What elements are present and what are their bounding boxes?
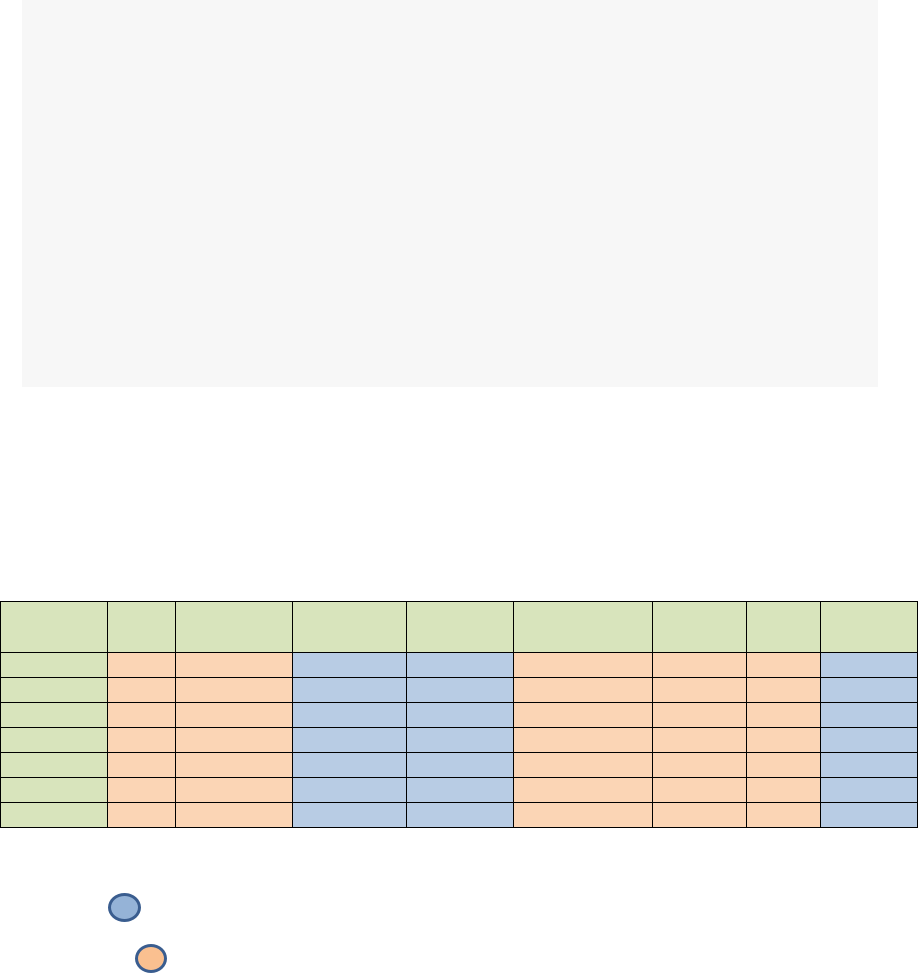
orange-cell: [107, 702, 176, 728]
header-cell: [107, 601, 176, 653]
orange-cell: [746, 802, 821, 828]
orange-cell: [107, 752, 176, 778]
orange-cell: [746, 652, 821, 678]
table-row: [0, 752, 918, 778]
orange-circle-icon: [135, 944, 167, 973]
orange-cell: [652, 727, 747, 753]
table-row: [0, 727, 918, 753]
blue-cell: [406, 752, 514, 778]
blue-cell: [292, 652, 407, 678]
blue-cell: [820, 802, 918, 828]
blue-cell: [406, 777, 514, 803]
orange-cell: [175, 677, 293, 703]
orange-cell: [746, 702, 821, 728]
header-cell: [0, 601, 108, 653]
orange-cell: [652, 752, 747, 778]
orange-cell: [652, 802, 747, 828]
orange-cell: [513, 752, 653, 778]
blue-cell: [292, 777, 407, 803]
orange-cell: [746, 677, 821, 703]
blue-cell: [820, 777, 918, 803]
header-row: [0, 601, 918, 653]
orange-cell: [652, 677, 747, 703]
table-row: [0, 702, 918, 728]
green-cell: [0, 802, 108, 828]
orange-cell: [175, 752, 293, 778]
blue-cell: [292, 702, 407, 728]
orange-cell: [107, 802, 176, 828]
header-cell: [746, 601, 821, 653]
orange-cell: [513, 802, 653, 828]
green-cell: [0, 652, 108, 678]
green-cell: [0, 702, 108, 728]
blue-cell: [292, 752, 407, 778]
blue-cell: [820, 727, 918, 753]
green-cell: [0, 777, 108, 803]
blue-cell: [292, 727, 407, 753]
orange-cell: [175, 802, 293, 828]
orange-cell: [652, 702, 747, 728]
orange-cell: [175, 652, 293, 678]
blue-cell: [406, 702, 514, 728]
orange-cell: [652, 777, 747, 803]
header-cell: [652, 601, 747, 653]
orange-cell: [746, 727, 821, 753]
orange-cell: [513, 777, 653, 803]
orange-cell: [746, 777, 821, 803]
orange-cell: [175, 777, 293, 803]
orange-cell: [513, 702, 653, 728]
table-row: [0, 802, 918, 828]
orange-cell: [107, 777, 176, 803]
orange-cell: [175, 702, 293, 728]
orange-cell: [513, 727, 653, 753]
orange-cell: [746, 752, 821, 778]
orange-cell: [652, 652, 747, 678]
blue-cell: [406, 652, 514, 678]
gray-content-box: [22, 0, 878, 387]
header-cell: [513, 601, 653, 653]
orange-cell: [513, 652, 653, 678]
color-coded-table: [0, 601, 918, 828]
blue-cell: [406, 802, 514, 828]
blue-cell: [406, 677, 514, 703]
blue-cell: [820, 702, 918, 728]
table-row: [0, 652, 918, 678]
blue-cell: [820, 677, 918, 703]
green-cell: [0, 752, 108, 778]
orange-cell: [175, 727, 293, 753]
blue-cell: [292, 677, 407, 703]
green-cell: [0, 677, 108, 703]
header-cell: [292, 601, 407, 653]
blue-cell: [292, 802, 407, 828]
orange-cell: [107, 652, 176, 678]
header-cell: [820, 601, 918, 653]
blue-cell: [820, 752, 918, 778]
blue-cell: [820, 652, 918, 678]
green-cell: [0, 727, 108, 753]
orange-cell: [107, 727, 176, 753]
table-row: [0, 777, 918, 803]
orange-cell: [107, 677, 176, 703]
orange-cell: [513, 677, 653, 703]
header-cell: [406, 601, 514, 653]
table-row: [0, 677, 918, 703]
header-cell: [175, 601, 293, 653]
blue-circle-icon: [108, 893, 141, 922]
blue-cell: [406, 727, 514, 753]
